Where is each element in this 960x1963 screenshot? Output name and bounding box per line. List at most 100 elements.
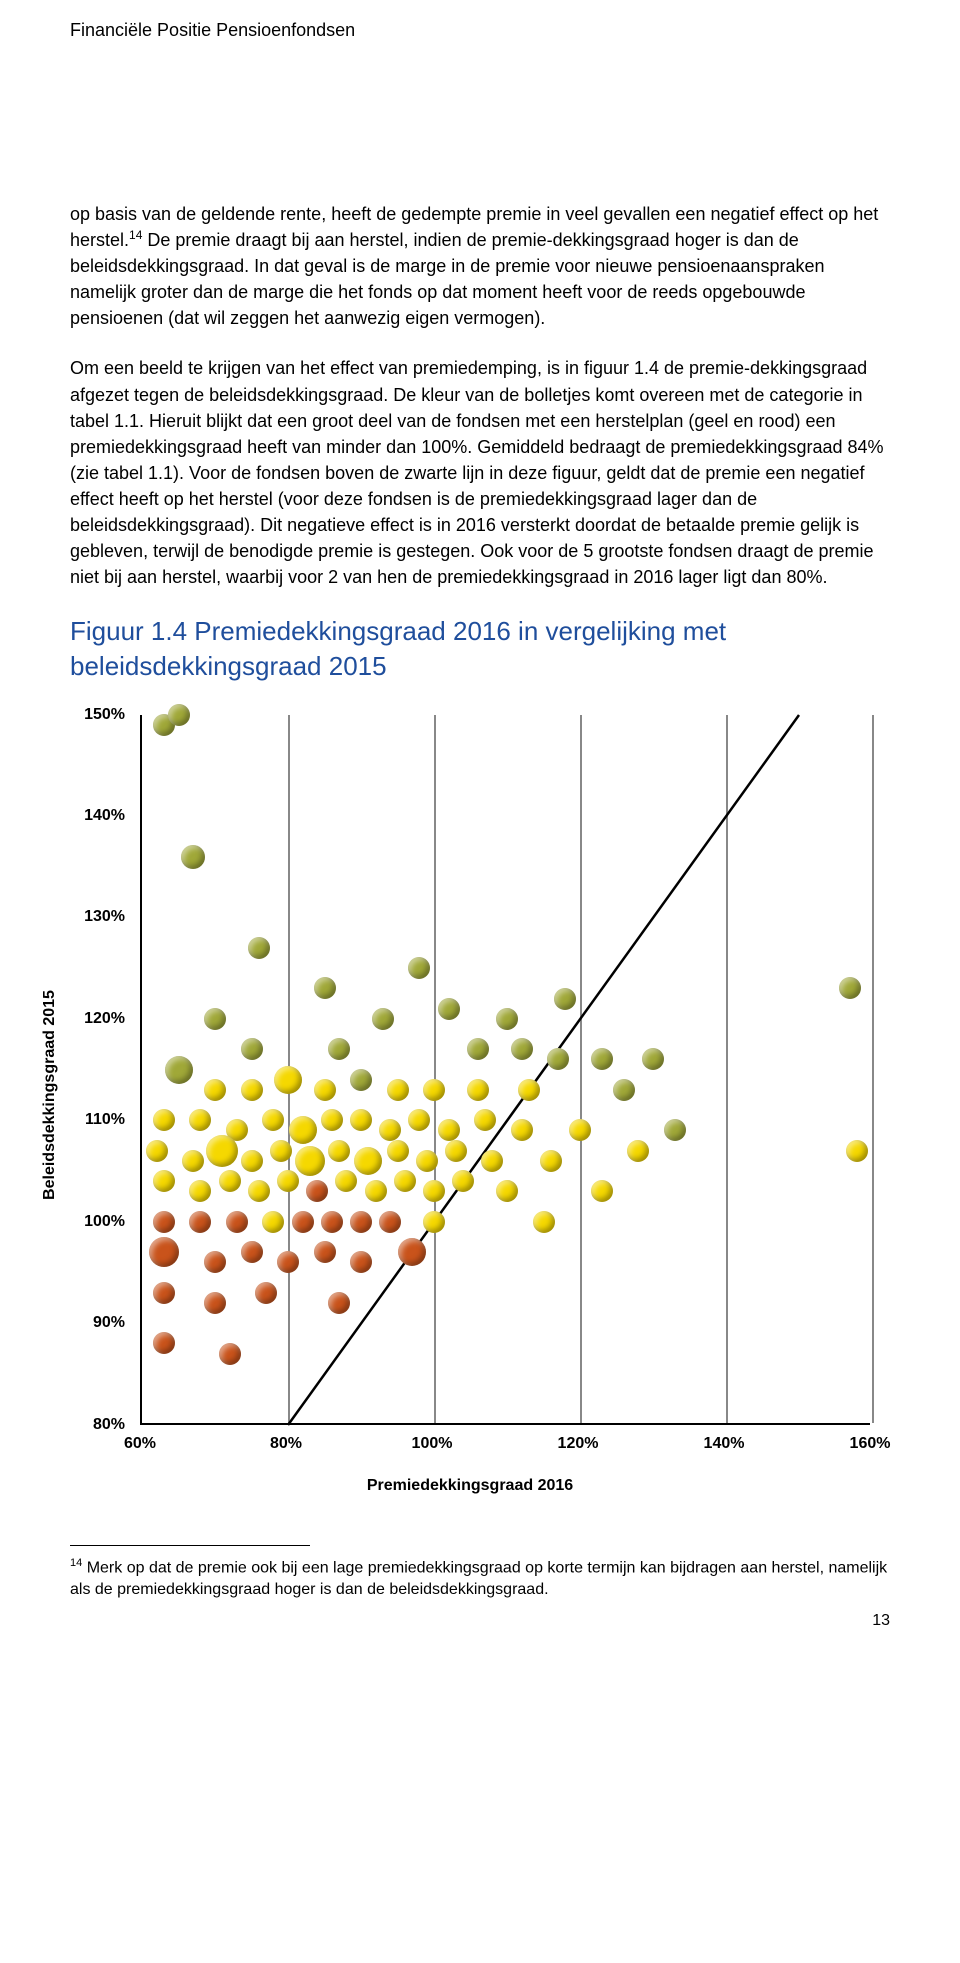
scatter-point bbox=[408, 957, 430, 979]
scatter-point bbox=[219, 1343, 241, 1365]
scatter-point bbox=[189, 1180, 211, 1202]
y-tick-label: 130% bbox=[70, 908, 125, 926]
scatter-point bbox=[314, 1241, 336, 1263]
scatter-point bbox=[335, 1170, 357, 1192]
scatter-point bbox=[379, 1211, 401, 1233]
scatter-point bbox=[511, 1038, 533, 1060]
scatter-point bbox=[387, 1140, 409, 1162]
scatter-point bbox=[289, 1116, 317, 1144]
y-axis-label: Beleidsdekkingsgraad 2015 bbox=[41, 990, 59, 1200]
page-number: 13 bbox=[70, 1612, 890, 1630]
scatter-point bbox=[328, 1038, 350, 1060]
scatter-point bbox=[306, 1180, 328, 1202]
scatter-point bbox=[350, 1211, 372, 1233]
figure-title: Figuur 1.4 Premiedekkingsgraad 2016 in v… bbox=[70, 614, 890, 684]
scatter-point bbox=[408, 1109, 430, 1131]
scatter-point bbox=[438, 1119, 460, 1141]
scatter-point bbox=[328, 1292, 350, 1314]
scatter-point bbox=[423, 1211, 445, 1233]
y-tick-label: 100% bbox=[70, 1213, 125, 1231]
scatter-point bbox=[181, 845, 205, 869]
scatter-point bbox=[153, 1170, 175, 1192]
scatter-point bbox=[206, 1135, 238, 1167]
scatter-point bbox=[189, 1211, 211, 1233]
footnote-14: 14 Merk op dat de premie ook bij een lag… bbox=[70, 1556, 890, 1602]
scatter-chart: Beleidsdekkingsgraad 2015 Premiedekkings… bbox=[60, 705, 880, 1485]
x-tick-label: 160% bbox=[850, 1435, 891, 1453]
paragraph-1: op basis van de geldende rente, heeft de… bbox=[70, 201, 890, 331]
scatter-point bbox=[846, 1140, 868, 1162]
scatter-point bbox=[547, 1048, 569, 1070]
scatter-point bbox=[219, 1170, 241, 1192]
scatter-point bbox=[241, 1241, 263, 1263]
scatter-point bbox=[189, 1109, 211, 1131]
paragraph-2: Om een beeld te krijgen van het effect v… bbox=[70, 355, 890, 590]
scatter-point bbox=[445, 1140, 467, 1162]
x-tick-label: 120% bbox=[558, 1435, 599, 1453]
plot-area bbox=[140, 715, 870, 1425]
scatter-point bbox=[554, 988, 576, 1010]
scatter-point bbox=[248, 1180, 270, 1202]
footnote-number: 14 bbox=[70, 1557, 82, 1569]
y-tick-label: 90% bbox=[70, 1314, 125, 1332]
gridline bbox=[726, 715, 728, 1423]
scatter-point bbox=[533, 1211, 555, 1233]
gridline bbox=[872, 715, 874, 1423]
x-axis-label: Premiedekkingsgraad 2016 bbox=[367, 1477, 573, 1495]
scatter-point bbox=[467, 1079, 489, 1101]
scatter-point bbox=[204, 1079, 226, 1101]
scatter-point bbox=[153, 1332, 175, 1354]
scatter-point bbox=[274, 1066, 302, 1094]
scatter-point bbox=[613, 1079, 635, 1101]
scatter-point bbox=[153, 1109, 175, 1131]
x-tick-label: 100% bbox=[412, 1435, 453, 1453]
gridline bbox=[580, 715, 582, 1423]
scatter-point bbox=[255, 1282, 277, 1304]
scatter-point bbox=[262, 1211, 284, 1233]
para1-text-b: De premie draagt bij aan herstel, indien… bbox=[70, 230, 824, 328]
scatter-point bbox=[481, 1150, 503, 1172]
scatter-point bbox=[262, 1109, 284, 1131]
x-tick-label: 140% bbox=[704, 1435, 745, 1453]
scatter-point bbox=[591, 1180, 613, 1202]
scatter-point bbox=[248, 937, 270, 959]
gridline bbox=[434, 715, 436, 1423]
scatter-point bbox=[372, 1008, 394, 1030]
document-page: Financiële Positie Pensioenfondsen op ba… bbox=[0, 0, 960, 1670]
scatter-point bbox=[452, 1170, 474, 1192]
scatter-point bbox=[241, 1079, 263, 1101]
scatter-point bbox=[153, 1211, 175, 1233]
y-tick-label: 120% bbox=[70, 1010, 125, 1028]
y-tick-label: 150% bbox=[70, 706, 125, 724]
scatter-point bbox=[387, 1079, 409, 1101]
scatter-point bbox=[642, 1048, 664, 1070]
running-header: Financiële Positie Pensioenfondsen bbox=[70, 20, 890, 41]
scatter-point bbox=[569, 1119, 591, 1141]
scatter-point bbox=[416, 1150, 438, 1172]
y-tick-label: 80% bbox=[70, 1416, 125, 1434]
scatter-point bbox=[314, 1079, 336, 1101]
scatter-point bbox=[394, 1170, 416, 1192]
scatter-point bbox=[540, 1150, 562, 1172]
x-tick-label: 80% bbox=[270, 1435, 302, 1453]
scatter-point bbox=[350, 1069, 372, 1091]
scatter-point bbox=[664, 1119, 686, 1141]
scatter-point bbox=[314, 977, 336, 999]
scatter-point bbox=[839, 977, 861, 999]
scatter-point bbox=[365, 1180, 387, 1202]
scatter-point bbox=[182, 1150, 204, 1172]
scatter-point bbox=[277, 1251, 299, 1273]
scatter-point bbox=[350, 1109, 372, 1131]
scatter-point bbox=[204, 1008, 226, 1030]
scatter-point bbox=[627, 1140, 649, 1162]
scatter-point bbox=[496, 1008, 518, 1030]
scatter-point bbox=[591, 1048, 613, 1070]
reference-line bbox=[142, 715, 870, 1423]
y-tick-label: 140% bbox=[70, 807, 125, 825]
scatter-point bbox=[149, 1237, 179, 1267]
scatter-point bbox=[204, 1292, 226, 1314]
scatter-point bbox=[204, 1251, 226, 1273]
scatter-point bbox=[270, 1140, 292, 1162]
scatter-point bbox=[438, 998, 460, 1020]
scatter-point bbox=[146, 1140, 168, 1162]
